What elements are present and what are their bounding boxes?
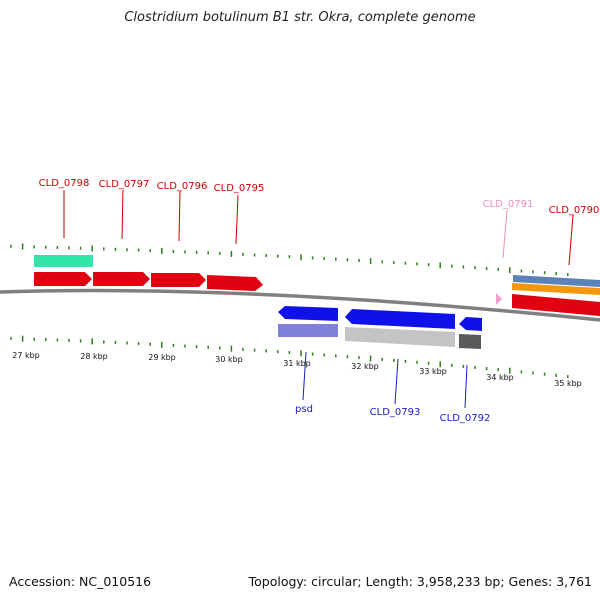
gene-label-cld-0798: CLD_0798 (39, 178, 90, 189)
feature-orange-bar[interactable] (512, 283, 600, 295)
leader-line-cld-0790 (568, 214, 574, 266)
scale-label-32kbp: 32 kbp (351, 362, 379, 371)
gene-label-cld-0795: CLD_0795 (214, 183, 265, 194)
leader-line-cld-0791 (502, 209, 508, 259)
gene-label-cld-0790: CLD_0790 (549, 205, 600, 216)
gene-cld-0798-arrow[interactable] (34, 272, 92, 286)
genome-backbone (0, 288, 600, 322)
scale-label-30kbp: 30 kbp (215, 355, 243, 364)
feature-lavender-bar[interactable] (278, 324, 338, 337)
gene-cld-0791-arrow[interactable] (496, 293, 502, 305)
accession-text: Accession: NC_010516 (9, 574, 152, 589)
leader-line-psd (302, 351, 307, 401)
feature-steel-blue-bar[interactable] (513, 275, 600, 287)
scale-label-35kbp: 35 kbp (554, 379, 582, 388)
leader-line-cld-0793 (394, 358, 399, 405)
gene-psd-arrow[interactable] (278, 306, 338, 321)
gene-cld-0796-arrow[interactable] (151, 273, 206, 287)
gene-cld-0795-arrow[interactable] (207, 275, 263, 291)
gene-label-cld-0792: CLD_0792 (440, 413, 491, 424)
scale-label-33kbp: 33 kbp (419, 367, 447, 376)
gene-cld-0797-arrow[interactable] (93, 272, 150, 286)
gene-label-cld-0796: CLD_0796 (157, 181, 208, 192)
leader-line-cld-0797 (121, 189, 124, 240)
topology-text: Topology: circular; Length: 3,958,233 bp… (248, 574, 592, 589)
feature-teal-bar[interactable] (34, 255, 93, 267)
scale-label-28kbp: 28 kbp (80, 352, 108, 361)
gene-cld-0790-arrow[interactable] (512, 294, 600, 316)
feature-dark-gray-bar[interactable] (459, 334, 481, 349)
map-title: Clostridium botulinum B1 str. Okra, comp… (124, 10, 476, 25)
scale-label-31kbp: 31 kbp (283, 359, 311, 368)
gene-cld-0793-arrow[interactable] (345, 309, 455, 329)
scale-label-27kbp: 27 kbp (12, 351, 40, 360)
leader-line-cld-0796 (178, 190, 181, 242)
gene-label-psd: psd (295, 404, 313, 415)
top-tick-track (10, 243, 569, 276)
gene-cld-0792-arrow[interactable] (459, 317, 482, 331)
gene-label-cld-0793: CLD_0793 (370, 407, 421, 418)
leader-line-cld-0795 (235, 194, 239, 245)
leader-line-cld-0792 (464, 364, 468, 409)
scale-label-29kbp: 29 kbp (148, 353, 176, 362)
gene-label-cld-0791: CLD_0791 (483, 199, 534, 210)
feature-light-gray-bar[interactable] (345, 327, 455, 347)
bottom-tick-track (10, 335, 569, 379)
scale-label-34kbp: 34 kbp (486, 373, 514, 382)
gene-label-cld-0797: CLD_0797 (99, 179, 150, 190)
